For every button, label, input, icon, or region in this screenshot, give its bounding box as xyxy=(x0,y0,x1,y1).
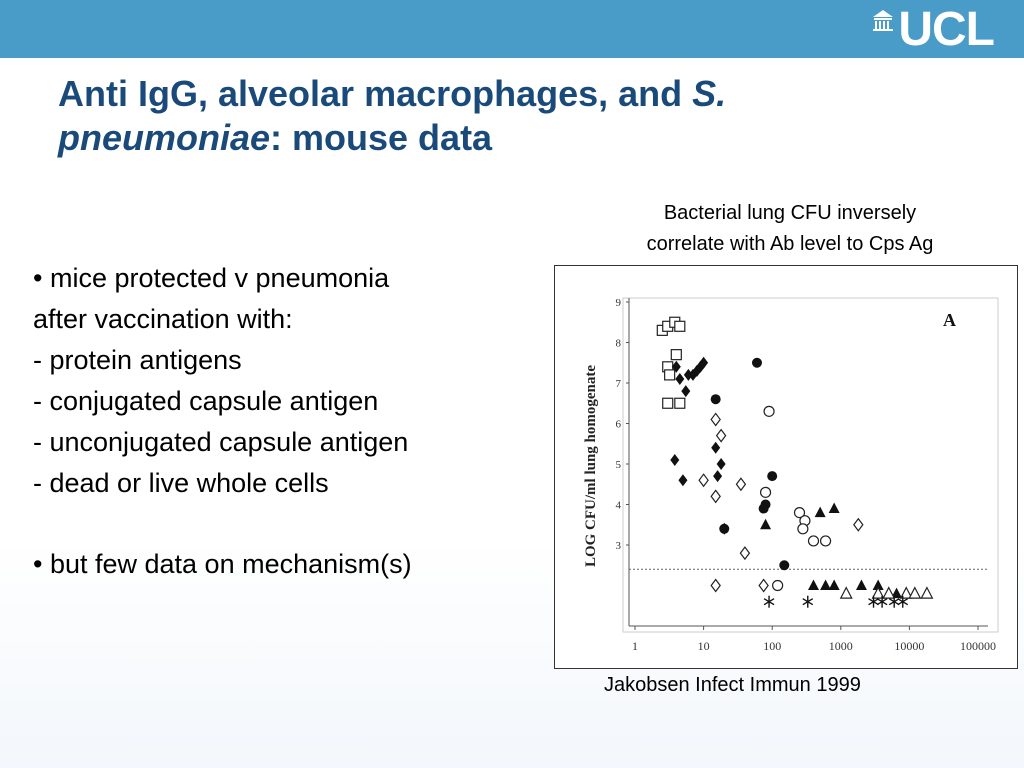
data-point xyxy=(678,474,688,487)
data-point xyxy=(713,470,723,483)
data-point xyxy=(681,385,691,398)
data-point xyxy=(763,595,775,608)
ucl-logo: UCL xyxy=(872,3,995,56)
panel-label: A xyxy=(943,310,956,330)
data-point xyxy=(828,579,840,590)
y-tick-label: 8 xyxy=(616,338,622,350)
data-point xyxy=(882,586,896,599)
bullet-list: • mice protected v pneumonia after vacci… xyxy=(33,258,533,585)
sub-item: - unconjugated capsule antigen xyxy=(33,427,409,457)
y-tick-label: 3 xyxy=(616,540,622,552)
x-tick-label: 10000 xyxy=(894,639,924,653)
data-point xyxy=(674,320,686,332)
data-point xyxy=(688,368,698,381)
data-point xyxy=(899,586,913,599)
portico-icon xyxy=(873,10,894,31)
data-point xyxy=(675,372,685,385)
data-point xyxy=(670,453,680,466)
title-part1: Anti IgG, alveolar macrophages, and xyxy=(58,73,693,114)
data-point xyxy=(758,503,769,514)
caption-top-line-1: Bacterial lung CFU inversely xyxy=(663,202,917,224)
data-point xyxy=(715,428,727,443)
data-point xyxy=(807,535,820,547)
data-point xyxy=(871,586,885,599)
data-point xyxy=(839,586,853,599)
bullet-2: • but few data on mechanism(s) xyxy=(33,549,412,579)
sub-item: - conjugated capsule antigen xyxy=(33,386,379,416)
data-point xyxy=(670,349,682,361)
data-point xyxy=(710,394,721,405)
data-point xyxy=(814,506,826,518)
data-point xyxy=(759,486,772,498)
data-point xyxy=(710,578,721,593)
data-point xyxy=(699,356,709,369)
data-point xyxy=(760,518,772,530)
data-point xyxy=(710,489,721,504)
data-point xyxy=(758,578,769,593)
data-point xyxy=(662,397,674,409)
x-tick-label: 100 xyxy=(763,639,781,653)
title-italic: S. pneumoniae xyxy=(58,73,727,158)
data-point xyxy=(698,473,709,488)
data-point xyxy=(876,595,888,608)
chart-frame: LOG CFU/ml lung homogenate A 3 4 5 6 7 8 9 1 10 1… xyxy=(554,265,1018,669)
data-point xyxy=(793,507,806,519)
data-point xyxy=(683,368,693,381)
data-point xyxy=(797,523,809,535)
data-point xyxy=(779,560,790,571)
data-point xyxy=(853,517,864,532)
y-tick-label: 6 xyxy=(616,419,622,431)
data-point xyxy=(763,405,775,417)
data-point xyxy=(719,523,730,534)
data-point xyxy=(695,360,705,373)
slide-title: Anti IgG, alveolar macrophages, and S. p… xyxy=(58,72,918,160)
caption-top-line-2: correlate with Ab level to Cps Ag xyxy=(646,233,934,255)
data-point xyxy=(920,586,934,599)
data-point xyxy=(751,357,762,368)
bullet-1-line-1: • mice protected v pneumonia xyxy=(33,263,390,293)
data-point xyxy=(674,397,686,409)
data-point xyxy=(819,535,832,547)
data-point xyxy=(767,471,778,482)
scatter-chart: LOG CFU/ml lung homogenate A 3 4 5 6 7 8 9 1 10 1… xyxy=(583,297,999,653)
data-point xyxy=(872,579,884,590)
data-point xyxy=(908,586,922,599)
plot-area xyxy=(622,297,999,633)
data-point xyxy=(716,458,726,470)
bullet-1-line-2: after vaccination with: xyxy=(33,304,293,334)
data-point xyxy=(888,595,900,608)
data-point xyxy=(739,546,751,561)
data-point xyxy=(820,579,832,590)
sub-item: - dead or live whole cells xyxy=(33,468,329,498)
sub-item: - protein antigens xyxy=(33,345,242,375)
y-axis-label: LOG CFU/ml lung homogenate xyxy=(583,365,599,567)
data-point xyxy=(828,502,840,514)
data-point xyxy=(671,360,681,373)
data-point xyxy=(891,587,903,599)
data-point xyxy=(772,579,784,592)
chart-citation: Jakobsen Infect Immun 1999 xyxy=(604,674,861,696)
data-point xyxy=(897,595,909,608)
header-bar: UCL xyxy=(0,0,1024,58)
x-tick-label: 1 xyxy=(632,639,638,653)
data-point xyxy=(711,441,721,454)
data-point xyxy=(664,369,676,381)
data-point xyxy=(710,412,721,427)
chart-caption-top: Bacterial lung CFU inversely correlate w… xyxy=(590,198,990,260)
data-point xyxy=(735,477,747,492)
y-tick-label: 5 xyxy=(616,459,622,471)
y-tick-label: 4 xyxy=(616,500,622,512)
x-tick-label: 100000 xyxy=(960,639,996,653)
y-tick-label: 7 xyxy=(616,378,622,390)
logo-text: UCL xyxy=(898,3,995,56)
data-point xyxy=(868,595,879,608)
data-point xyxy=(802,595,814,608)
x-tick-label: 1000 xyxy=(829,639,853,653)
data-point xyxy=(855,579,867,590)
data-point xyxy=(808,579,820,590)
x-tick-label: 10 xyxy=(698,639,710,653)
title-part2: : mouse data xyxy=(270,117,493,158)
y-tick-label: 9 xyxy=(616,297,622,309)
